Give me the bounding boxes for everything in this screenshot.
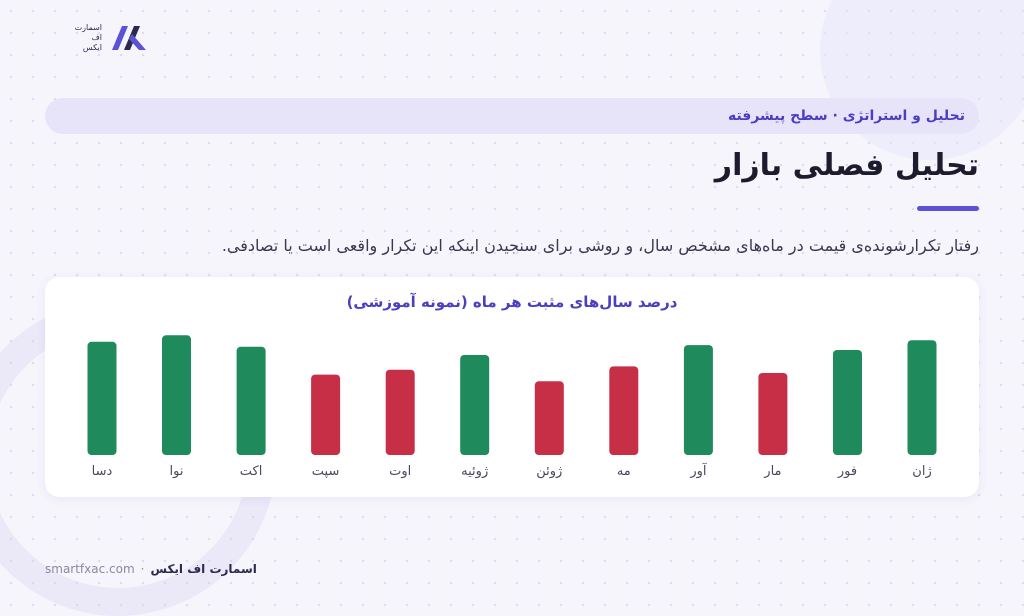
bar-1 bbox=[907, 340, 937, 455]
title-underline bbox=[917, 206, 979, 211]
bar-12 bbox=[87, 341, 117, 455]
x-tick-label: ژان bbox=[912, 464, 931, 479]
bar-9 bbox=[311, 374, 341, 455]
x-tick-label: اکت bbox=[240, 464, 263, 479]
x-tick-label: فور bbox=[837, 464, 857, 479]
logo-line: ایکس bbox=[82, 43, 102, 52]
bar-2 bbox=[833, 350, 862, 455]
bar-3 bbox=[758, 373, 788, 455]
bar-5 bbox=[609, 366, 639, 455]
footer-brand-name: اسمارت اف ایکس bbox=[150, 562, 257, 576]
x-tick-label: سپت bbox=[312, 464, 340, 479]
footer-separator: · bbox=[140, 562, 145, 576]
category-banner: تحلیل و استراتژی · سطح پیشرفته bbox=[45, 98, 979, 134]
x-tick-label: دسا bbox=[92, 464, 113, 479]
bar-chart: ژان فور مار آور مه ژوئن ژوئیه اوت سپت اکت نوا دسا bbox=[87, 335, 937, 479]
x-tick-label: ژوئن bbox=[536, 464, 562, 479]
page-subtitle: رفتار تکرارشونده‌ی قیمت در ماه‌های مشخص … bbox=[221, 236, 979, 255]
x-tick-label: مه bbox=[617, 464, 631, 479]
bar-11 bbox=[162, 335, 191, 455]
brand-logo: اسمارت اف ایکس bbox=[64, 18, 148, 58]
bar-8 bbox=[385, 369, 415, 455]
x-tick-label: آور bbox=[689, 462, 708, 479]
bar-6 bbox=[534, 381, 564, 455]
bar-7 bbox=[460, 355, 490, 455]
logo-line: اف bbox=[91, 33, 102, 42]
x-tick-label: مار bbox=[763, 464, 781, 479]
category-label: تحلیل و استراتژی · سطح پیشرفته bbox=[727, 108, 965, 124]
chart-title: درصد سال‌های مثبت هر ماه (نمونه آموزشی) bbox=[346, 293, 678, 311]
x-tick-label: اوت bbox=[389, 464, 411, 479]
chart-card: درصد سال‌های مثبت هر ماه (نمونه آموزشی) … bbox=[45, 277, 979, 497]
bar-4 bbox=[683, 345, 713, 455]
x-tick-label: نوا bbox=[170, 464, 184, 479]
footer-website: smartfxac.com bbox=[45, 562, 135, 576]
bar-10 bbox=[236, 346, 266, 455]
x-tick-label: ژوئیه bbox=[461, 464, 488, 479]
brand-logo-text: اسمارت اف ایکس bbox=[75, 23, 102, 53]
background-decoration bbox=[820, 0, 1024, 160]
logo-line: اسمارت bbox=[74, 23, 102, 32]
footer: smartfxac.com · اسمارت اف ایکس bbox=[45, 560, 257, 578]
page-title: تحلیل فصلی بازار bbox=[714, 148, 979, 183]
brand-logo-icon bbox=[112, 26, 146, 50]
